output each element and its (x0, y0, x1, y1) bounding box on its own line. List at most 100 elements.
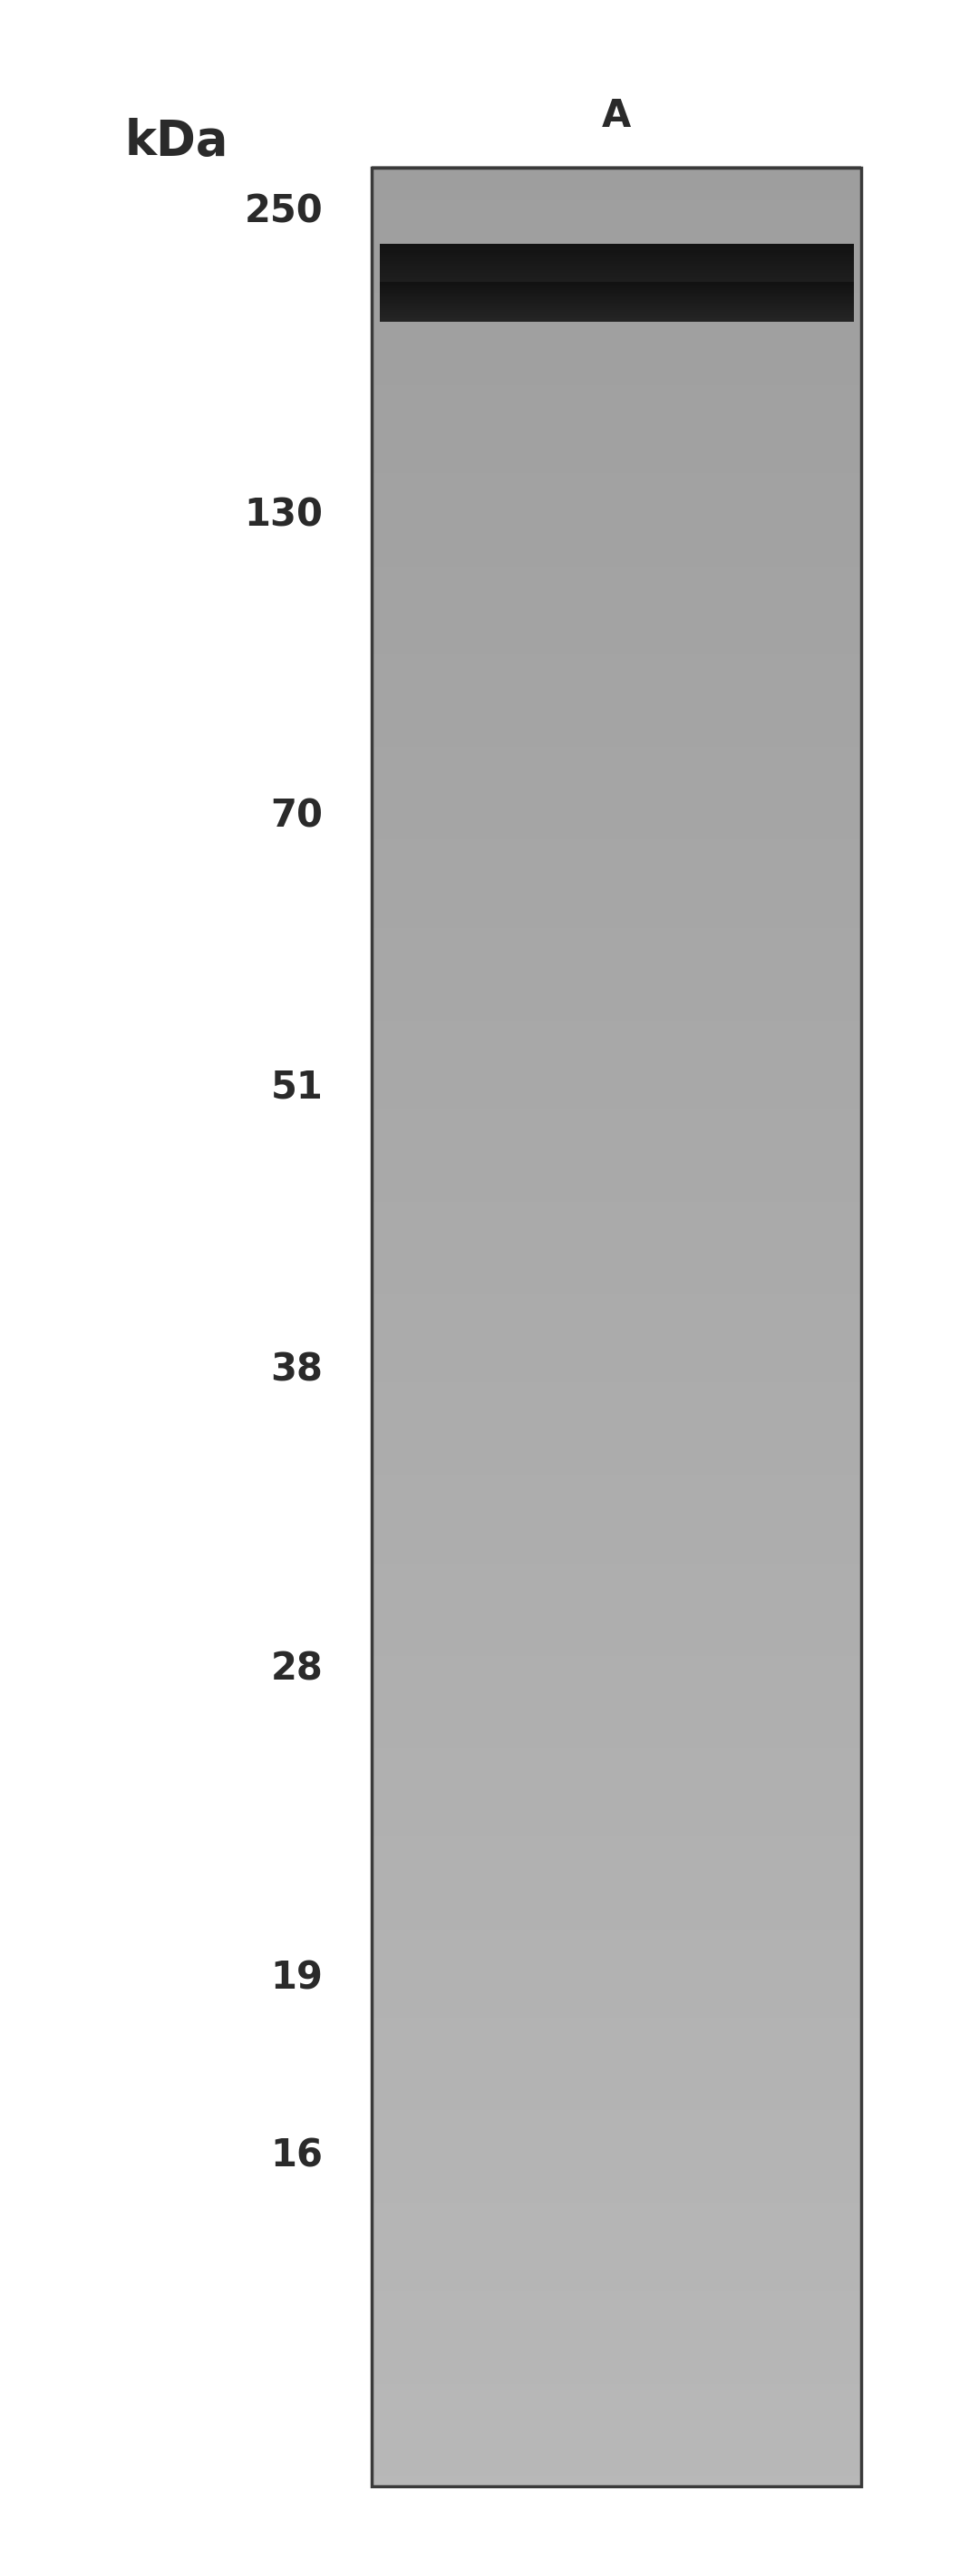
Bar (372, 379, 862, 386)
Bar (372, 1455, 862, 1461)
Bar (372, 1734, 862, 1739)
Bar (380, 296, 854, 299)
Bar (372, 703, 862, 711)
Bar (372, 1752, 862, 1757)
Bar (372, 2411, 862, 2416)
Bar (372, 721, 862, 729)
Bar (372, 1445, 862, 1453)
Bar (372, 1497, 862, 1502)
Bar (372, 2045, 862, 2050)
Bar (372, 2092, 862, 2097)
Bar (372, 1700, 862, 1708)
Bar (372, 2081, 862, 2087)
Bar (372, 2476, 862, 2481)
Bar (372, 1878, 862, 1883)
Bar (372, 471, 862, 479)
Bar (380, 258, 854, 260)
Bar (372, 309, 862, 317)
Text: 16: 16 (270, 2138, 323, 2174)
Bar (380, 286, 854, 289)
Bar (372, 1131, 862, 1136)
Bar (372, 1553, 862, 1558)
Bar (372, 1432, 862, 1437)
Bar (380, 304, 854, 307)
Bar (372, 2012, 862, 2017)
Text: A: A (602, 98, 631, 134)
Bar (372, 2076, 862, 2081)
Bar (372, 2017, 862, 2022)
Bar (380, 247, 854, 250)
Bar (372, 551, 862, 556)
Bar (372, 1097, 862, 1105)
Bar (372, 788, 862, 793)
Bar (372, 1386, 862, 1391)
Bar (372, 685, 862, 690)
Bar (372, 2187, 862, 2195)
Bar (372, 1479, 862, 1484)
Bar (372, 2272, 862, 2277)
Bar (380, 252, 854, 258)
Bar (372, 1530, 862, 1535)
Bar (372, 180, 862, 185)
Bar (372, 1450, 862, 1455)
Bar (372, 899, 862, 904)
Bar (380, 286, 854, 289)
Bar (372, 1242, 862, 1247)
Bar (372, 2331, 862, 2336)
Bar (372, 1515, 862, 1522)
Bar (380, 260, 854, 263)
Bar (372, 1641, 862, 1646)
Bar (372, 1924, 862, 1929)
Text: 51: 51 (270, 1069, 323, 1105)
Bar (372, 420, 862, 428)
Bar (372, 2318, 862, 2324)
Bar (372, 1543, 862, 1548)
Bar (372, 495, 862, 502)
Bar (372, 2244, 862, 2249)
Bar (372, 198, 862, 204)
Bar (372, 796, 862, 804)
Bar (380, 247, 854, 250)
Bar (372, 1079, 862, 1084)
Bar (372, 1103, 862, 1108)
Bar (380, 289, 854, 294)
Bar (372, 191, 862, 196)
Bar (372, 1252, 862, 1257)
Bar (372, 1785, 862, 1790)
Bar (372, 1577, 862, 1582)
Bar (380, 255, 854, 258)
Bar (372, 214, 862, 219)
Bar (372, 417, 862, 422)
Bar (372, 2138, 862, 2143)
Bar (372, 801, 862, 806)
Bar (372, 1651, 862, 1656)
Bar (372, 1533, 862, 1540)
Bar (372, 263, 862, 270)
Bar (372, 940, 862, 945)
Bar (372, 2295, 862, 2300)
Bar (372, 1108, 862, 1113)
Bar (372, 1646, 862, 1651)
Bar (372, 667, 862, 672)
Bar (372, 1999, 862, 2004)
Bar (372, 307, 862, 312)
Bar (372, 1265, 862, 1270)
Bar (380, 263, 854, 265)
Bar (372, 765, 862, 770)
Bar (372, 332, 862, 340)
Bar (372, 443, 862, 451)
Bar (372, 2267, 862, 2272)
Text: 19: 19 (270, 1960, 323, 1996)
Bar (372, 2416, 862, 2421)
Bar (372, 1770, 862, 1777)
Text: 38: 38 (270, 1352, 323, 1388)
Bar (372, 389, 862, 394)
Bar (380, 273, 854, 276)
Bar (372, 569, 862, 574)
Bar (372, 2280, 862, 2287)
Bar (380, 270, 854, 273)
Bar (372, 1043, 862, 1048)
Bar (372, 1182, 862, 1188)
Bar (372, 2452, 862, 2458)
Bar (372, 1561, 862, 1569)
